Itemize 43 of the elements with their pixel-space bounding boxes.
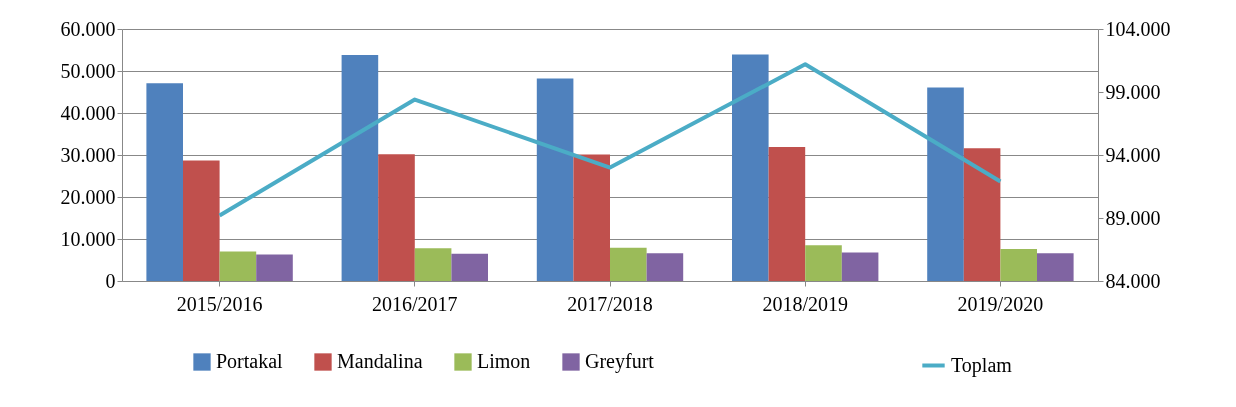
x-tick-label: 2018/2019 (762, 292, 848, 315)
y2-tick-label: 99.000 (1105, 80, 1161, 103)
bar (451, 253, 488, 281)
bar (646, 253, 684, 281)
legend-label: Portakal (216, 350, 284, 372)
y2-tick-label: 89.000 (1105, 206, 1161, 229)
legend-label: Greyfurt (585, 350, 655, 373)
y-tick-label: 60.000 (60, 17, 116, 40)
y2-tick-label: 84.000 (1105, 269, 1161, 292)
bar (378, 154, 415, 281)
y-tick-label: 20.000 (60, 185, 116, 208)
bar (841, 252, 879, 281)
bar (805, 245, 842, 281)
bar (414, 248, 452, 281)
bar (146, 83, 183, 281)
y2-tick-label: 104.000 (1105, 17, 1171, 40)
line-series (217, 62, 1003, 218)
bar (573, 154, 610, 281)
y-tick-label: 30.000 (60, 143, 116, 166)
legend-label: Toplam (951, 353, 1013, 377)
y-tick-label: 40.000 (60, 101, 116, 124)
bar (927, 87, 964, 281)
bar (256, 254, 293, 281)
bar (768, 147, 806, 281)
x-tick-label: 2019/2020 (957, 292, 1044, 315)
bar (1037, 253, 1074, 281)
bar (963, 148, 1001, 281)
bar (536, 78, 574, 281)
y-tick-label: 50.000 (60, 59, 116, 82)
x-tick-label: 2016/2017 (372, 292, 458, 315)
legend-label: Limon (477, 350, 531, 372)
bar (732, 54, 769, 281)
bar (341, 55, 379, 281)
legend-label: Mandalina (337, 350, 423, 372)
x-tick-label: 2015/2016 (176, 292, 263, 315)
bar (219, 251, 257, 281)
bar (1000, 249, 1037, 281)
bar (610, 247, 647, 281)
x-tick-label: 2017/2018 (567, 292, 653, 315)
y-tick-label: 0 (105, 269, 116, 292)
y2-tick-label: 94.000 (1105, 143, 1161, 166)
y-tick-label: 10.000 (60, 227, 116, 250)
bar (183, 160, 220, 281)
